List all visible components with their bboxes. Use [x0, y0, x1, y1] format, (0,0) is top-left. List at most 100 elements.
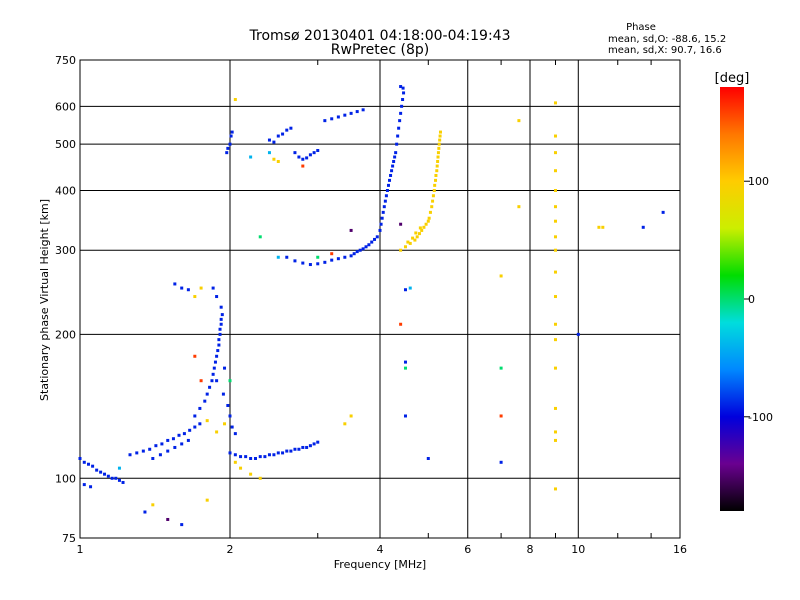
data-point — [188, 428, 192, 432]
data-point — [99, 470, 103, 474]
data-point — [223, 422, 227, 426]
data-point — [601, 225, 605, 229]
data-point — [217, 338, 221, 342]
data-point — [205, 392, 209, 396]
data-point — [151, 503, 155, 507]
y-tick-label: 75 — [62, 532, 76, 545]
data-point — [437, 146, 441, 150]
data-point — [424, 222, 428, 226]
data-point — [330, 117, 334, 121]
data-point — [230, 425, 234, 429]
data-point — [249, 456, 253, 460]
data-point — [418, 226, 422, 230]
data-point — [281, 132, 285, 136]
data-point — [267, 453, 271, 457]
data-point — [349, 111, 353, 115]
data-point — [408, 241, 412, 245]
data-point — [396, 134, 400, 138]
data-point — [381, 210, 385, 214]
data-point — [431, 194, 435, 198]
data-point — [205, 498, 209, 502]
data-point — [499, 366, 503, 370]
data-point — [403, 288, 407, 292]
data-point — [186, 438, 190, 442]
data-point — [432, 188, 436, 192]
data-point — [400, 104, 404, 108]
data-point — [394, 151, 398, 155]
data-point — [199, 286, 203, 290]
data-point — [553, 487, 557, 491]
data-point — [173, 282, 177, 286]
data-point — [379, 222, 383, 226]
data-point — [361, 247, 365, 251]
data-point — [399, 322, 403, 326]
data-point — [215, 379, 219, 383]
y-tick-label: 300 — [55, 244, 76, 257]
y-axis-label: Stationary phase Virtual Height [km] — [38, 199, 51, 401]
data-point — [249, 155, 253, 159]
data-point — [434, 173, 438, 177]
grid-lines — [80, 60, 680, 538]
data-point — [217, 343, 221, 347]
data-point — [399, 222, 403, 226]
x-tick-label: 6 — [464, 543, 471, 556]
data-point — [117, 478, 121, 482]
data-point — [308, 153, 312, 157]
data-point — [225, 151, 229, 155]
data-point — [233, 453, 237, 457]
data-point — [82, 483, 86, 487]
data-point — [110, 476, 114, 480]
data-point — [391, 164, 395, 168]
y-tick-label: 750 — [55, 54, 76, 67]
data-point — [553, 205, 557, 209]
data-point — [408, 286, 412, 290]
data-point — [553, 219, 557, 223]
data-point — [312, 151, 316, 155]
stats-o-line: mean, sd,O: -88.6, 15.2 — [608, 34, 726, 45]
data-point — [143, 510, 147, 514]
data-point — [597, 225, 601, 229]
data-point — [223, 366, 227, 370]
data-point — [95, 468, 99, 472]
data-point — [427, 216, 431, 220]
data-point — [553, 235, 557, 239]
data-point — [78, 456, 82, 460]
data-point — [198, 406, 202, 410]
data-point — [437, 142, 441, 146]
data-point — [553, 366, 557, 370]
data-point — [258, 455, 262, 459]
data-point — [219, 322, 223, 326]
data-point — [426, 219, 430, 223]
data-point — [397, 126, 401, 130]
data-point — [420, 228, 424, 232]
data-point — [205, 419, 209, 423]
data-point — [301, 157, 305, 161]
data-point — [253, 456, 257, 460]
data-point — [212, 366, 216, 370]
data-point — [553, 134, 557, 138]
data-point — [553, 188, 557, 192]
data-points — [78, 85, 665, 527]
data-point — [226, 403, 230, 407]
data-point — [323, 119, 327, 123]
y-tick-label: 500 — [55, 138, 76, 151]
data-point — [330, 252, 334, 256]
data-point — [218, 327, 222, 331]
data-point — [258, 476, 262, 480]
data-point — [305, 156, 309, 160]
data-point — [154, 444, 158, 448]
data-point — [438, 134, 442, 138]
data-point — [244, 455, 248, 459]
data-point — [213, 360, 217, 364]
data-point — [301, 445, 305, 449]
data-point — [89, 485, 93, 489]
data-point — [233, 432, 237, 436]
data-point — [553, 338, 557, 342]
data-point — [233, 460, 237, 464]
data-point — [375, 235, 379, 239]
data-point — [117, 466, 121, 470]
data-point — [403, 414, 407, 418]
data-point — [343, 113, 347, 117]
data-point — [499, 460, 503, 464]
data-point — [399, 85, 403, 89]
